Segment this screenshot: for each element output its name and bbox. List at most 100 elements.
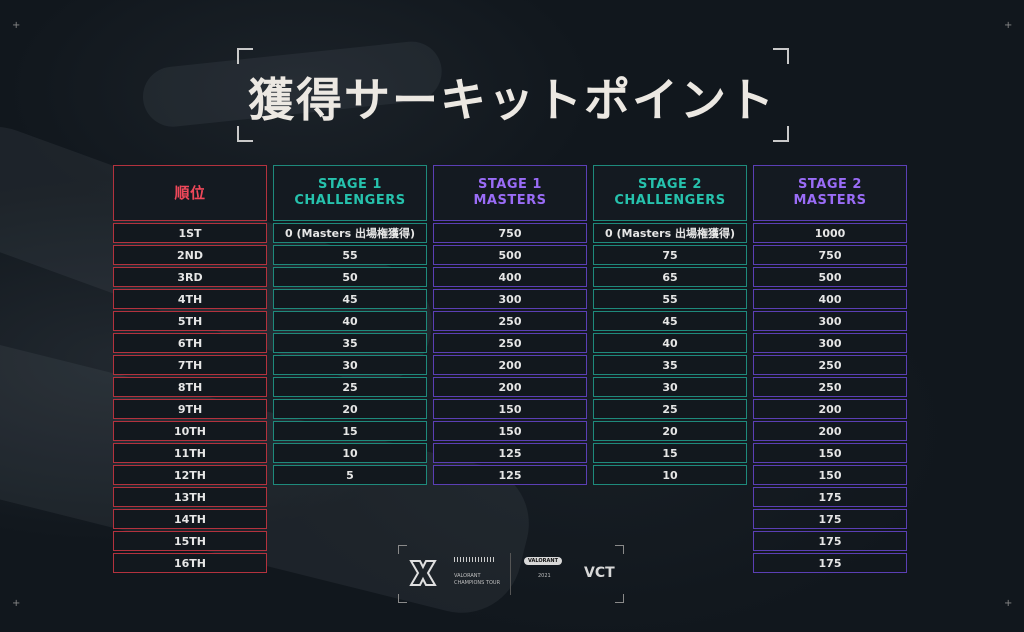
- table-cell: 1000: [753, 223, 907, 243]
- table-cell: 50: [273, 267, 427, 287]
- table-cell: 175: [753, 487, 907, 507]
- rank-cells: 1ST 2ND 3RD 4TH 5TH 6TH 7TH 8TH 9TH 10TH 11TH 12TH 1…: [113, 223, 267, 573]
- page-title: 獲得サーキットポイント: [248, 73, 776, 127]
- table-cell: 45: [593, 311, 747, 331]
- table-cell: 10: [593, 465, 747, 485]
- table-cell: 125: [433, 465, 587, 485]
- table-cell: 25: [273, 377, 427, 397]
- table-cell: 175: [753, 509, 907, 529]
- table-cell: 175: [753, 553, 907, 573]
- divider: [510, 553, 511, 595]
- corner-plus-icon: +: [12, 20, 21, 31]
- table-cell: 750: [753, 245, 907, 265]
- stage2-challengers-header: STAGE 2 CHALLENGERS: [593, 165, 747, 221]
- logo-bracket: [398, 545, 407, 554]
- table-cell: 0 (Masters 出場権獲得): [273, 223, 427, 243]
- table-cell: 175: [753, 531, 907, 551]
- table-cell: 1ST: [113, 223, 267, 243]
- table-cell: 55: [593, 289, 747, 309]
- rank-header: 順位: [113, 165, 267, 221]
- table-cell: 250: [753, 355, 907, 375]
- table-cell: 14TH: [113, 509, 267, 529]
- table-cell: 40: [593, 333, 747, 353]
- table-cell: 30: [273, 355, 427, 375]
- table-cell: 7TH: [113, 355, 267, 375]
- header-line: MASTERS: [473, 193, 547, 208]
- vct-mark: VCT: [584, 565, 615, 581]
- stage2-masters-header: STAGE 2 MASTERS: [753, 165, 907, 221]
- table-cell: 2ND: [113, 245, 267, 265]
- table-cell: 200: [433, 377, 587, 397]
- stage1-challengers-cells: 0 (Masters 出場権獲得) 55 50 45 40 35 30 25 20 15 10 5: [273, 223, 427, 485]
- table-cell: 400: [753, 289, 907, 309]
- table-cell: 16TH: [113, 553, 267, 573]
- title-bracket-top-right: [773, 48, 789, 64]
- stage1-masters-column: STAGE 1 MASTERS 750 500 400 300 250 250 200 200 1…: [433, 165, 587, 485]
- table-cell: 150: [753, 443, 907, 463]
- table-cell: 300: [753, 333, 907, 353]
- stage1-masters-header: STAGE 1 MASTERS: [433, 165, 587, 221]
- table-cell: 20: [273, 399, 427, 419]
- header-line: CHALLENGERS: [614, 193, 726, 208]
- table-cell: 250: [433, 333, 587, 353]
- barcode-icon: [454, 557, 494, 562]
- header-line: STAGE 1: [318, 177, 382, 192]
- table-cell: 15: [593, 443, 747, 463]
- table-cell: 55: [273, 245, 427, 265]
- table-cell: 20: [593, 421, 747, 441]
- stage1-masters-cells: 750 500 400 300 250 250 200 200 150 150 125 125: [433, 223, 587, 485]
- small-text: 2021: [538, 573, 551, 579]
- table-cell: 5TH: [113, 311, 267, 331]
- table-cell: 8TH: [113, 377, 267, 397]
- corner-plus-icon: +: [1004, 598, 1013, 609]
- table-cell: 9TH: [113, 399, 267, 419]
- rank-column: 順位 1ST 2ND 3RD 4TH 5TH 6TH 7TH 8TH 9TH 10TH 11TH 12…: [113, 165, 267, 573]
- header-line: STAGE 2: [638, 177, 702, 192]
- table-cell: 150: [433, 399, 587, 419]
- corner-plus-icon: +: [1004, 20, 1013, 31]
- stage1-challengers-column: STAGE 1 CHALLENGERS 0 (Masters 出場権獲得) 55 50…: [273, 165, 427, 485]
- table-cell: 250: [753, 377, 907, 397]
- header-line: CHALLENGERS: [294, 193, 406, 208]
- table-cell: 150: [433, 421, 587, 441]
- small-text: VALORANT: [454, 573, 481, 579]
- stage2-masters-column: STAGE 2 MASTERS 1000 750 500 400 300 300 250 250…: [753, 165, 907, 573]
- footer-logo-area: VALORANT CHAMPIONS TOUR VALORANT 2021 VC…: [398, 545, 624, 603]
- title-bracket-top-left: [237, 48, 253, 64]
- table-cell: 200: [753, 421, 907, 441]
- table-cell: 40: [273, 311, 427, 331]
- table-cell: 300: [753, 311, 907, 331]
- table-cell: 12TH: [113, 465, 267, 485]
- logo-bracket: [615, 594, 624, 603]
- table-cell: 10: [273, 443, 427, 463]
- table-cell: 750: [433, 223, 587, 243]
- table-cell: 30: [593, 377, 747, 397]
- table-cell: 45: [273, 289, 427, 309]
- table-cell: 10TH: [113, 421, 267, 441]
- logo-bracket: [398, 594, 407, 603]
- table-cell: 35: [273, 333, 427, 353]
- table-cell: 65: [593, 267, 747, 287]
- table-cell: 75: [593, 245, 747, 265]
- stage1-challengers-header: STAGE 1 CHALLENGERS: [273, 165, 427, 221]
- valorant-badge: VALORANT: [524, 557, 562, 565]
- table-cell: 15: [273, 421, 427, 441]
- table-cell: 0 (Masters 出場権獲得): [593, 223, 747, 243]
- table-cell: 125: [433, 443, 587, 463]
- title-bracket-bottom-right: [773, 126, 789, 142]
- table-cell: 11TH: [113, 443, 267, 463]
- table-cell: 35: [593, 355, 747, 375]
- table-cell: 15TH: [113, 531, 267, 551]
- table-cell: 250: [433, 311, 587, 331]
- table-cell: 500: [753, 267, 907, 287]
- title-bracket-bottom-left: [237, 126, 253, 142]
- small-text: CHAMPIONS TOUR: [454, 580, 501, 586]
- stage2-challengers-cells: 0 (Masters 出場権獲得) 75 65 55 45 40 35 30 25 20 15 10: [593, 223, 747, 485]
- corner-plus-icon: +: [12, 598, 21, 609]
- header-line: MASTERS: [793, 193, 867, 208]
- header-line: STAGE 2: [798, 177, 862, 192]
- table-cell: 25: [593, 399, 747, 419]
- table-cell: 3RD: [113, 267, 267, 287]
- table-cell: 4TH: [113, 289, 267, 309]
- table-cell: 300: [433, 289, 587, 309]
